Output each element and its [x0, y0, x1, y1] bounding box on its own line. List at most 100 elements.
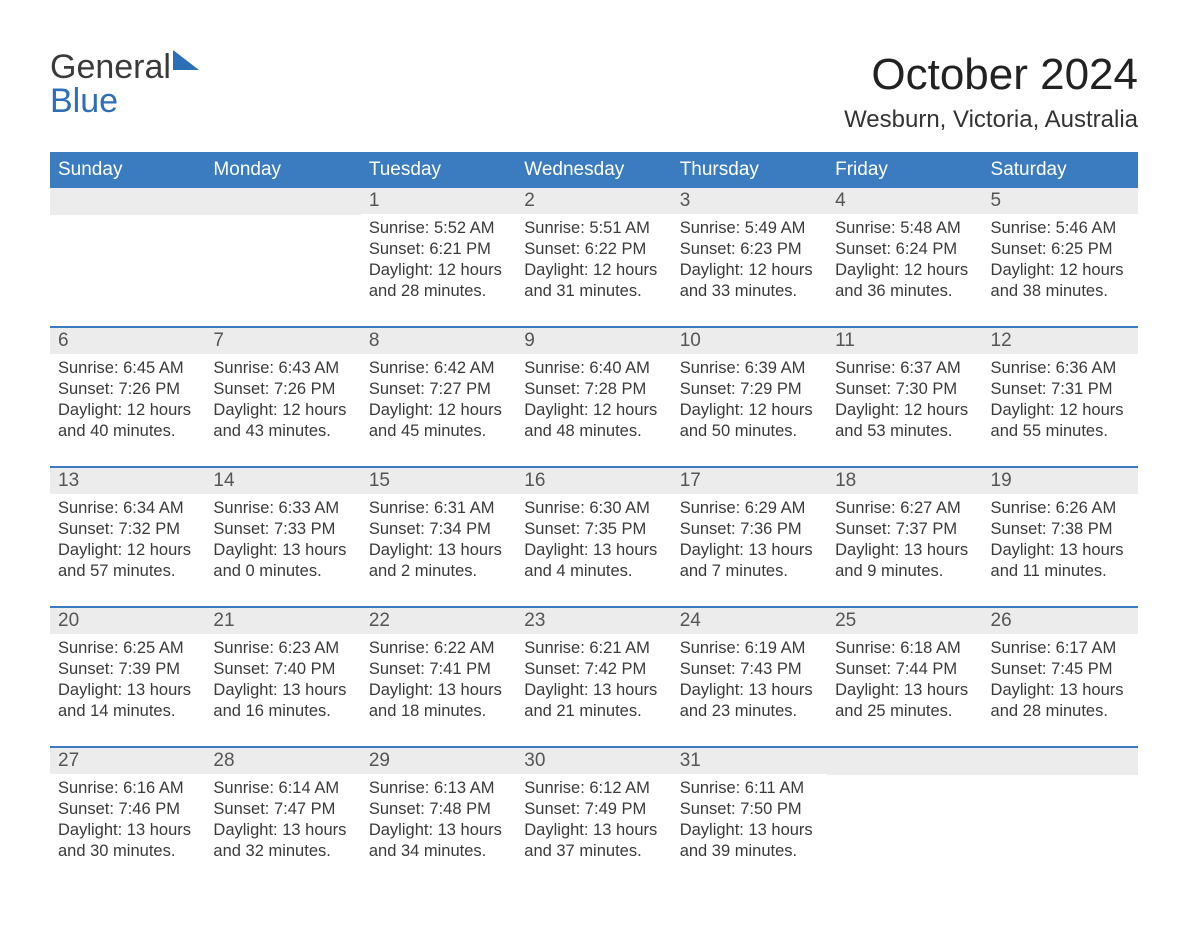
- day-data: Sunrise: 6:25 AMSunset: 7:39 PMDaylight:…: [50, 634, 205, 722]
- sunset-line: Sunset: 7:31 PM: [991, 379, 1130, 400]
- calendar-cell: 7Sunrise: 6:43 AMSunset: 7:26 PMDaylight…: [205, 328, 360, 466]
- day-data: Sunrise: 5:51 AMSunset: 6:22 PMDaylight:…: [516, 214, 671, 302]
- calendar-cell: 4Sunrise: 5:48 AMSunset: 6:24 PMDaylight…: [827, 188, 982, 326]
- day-number: [205, 188, 360, 215]
- sunset-line: Sunset: 7:26 PM: [213, 379, 352, 400]
- day-data: Sunrise: 6:11 AMSunset: 7:50 PMDaylight:…: [672, 774, 827, 862]
- calendar-cell: 22Sunrise: 6:22 AMSunset: 7:41 PMDayligh…: [361, 608, 516, 746]
- daylight-line: Daylight: 13 hours and 18 minutes.: [369, 680, 508, 722]
- daylight-line: Daylight: 13 hours and 37 minutes.: [524, 820, 663, 862]
- calendar-cell: 12Sunrise: 6:36 AMSunset: 7:31 PMDayligh…: [983, 328, 1138, 466]
- daylight-line: Daylight: 13 hours and 0 minutes.: [213, 540, 352, 582]
- logo-text-blue: Blue: [50, 82, 118, 120]
- daylight-line: Daylight: 13 hours and 16 minutes.: [213, 680, 352, 722]
- day-data: Sunrise: 6:34 AMSunset: 7:32 PMDaylight:…: [50, 494, 205, 582]
- sunrise-line: Sunrise: 6:19 AM: [680, 638, 819, 659]
- daylight-line: Daylight: 12 hours and 40 minutes.: [58, 400, 197, 442]
- day-number: 27: [50, 748, 205, 774]
- calendar-cell: 8Sunrise: 6:42 AMSunset: 7:27 PMDaylight…: [361, 328, 516, 466]
- sunset-line: Sunset: 7:33 PM: [213, 519, 352, 540]
- weekday-header: Wednesday: [516, 152, 671, 188]
- sunrise-line: Sunrise: 6:22 AM: [369, 638, 508, 659]
- day-number: 15: [361, 468, 516, 494]
- sunset-line: Sunset: 7:42 PM: [524, 659, 663, 680]
- calendar-cell: 15Sunrise: 6:31 AMSunset: 7:34 PMDayligh…: [361, 468, 516, 606]
- daylight-line: Daylight: 13 hours and 34 minutes.: [369, 820, 508, 862]
- sunset-line: Sunset: 7:46 PM: [58, 799, 197, 820]
- sunset-line: Sunset: 7:39 PM: [58, 659, 197, 680]
- sunrise-line: Sunrise: 6:37 AM: [835, 358, 974, 379]
- calendar-cell: 5Sunrise: 5:46 AMSunset: 6:25 PMDaylight…: [983, 188, 1138, 326]
- calendar-week: 6Sunrise: 6:45 AMSunset: 7:26 PMDaylight…: [50, 326, 1138, 466]
- calendar-week: 27Sunrise: 6:16 AMSunset: 7:46 PMDayligh…: [50, 746, 1138, 886]
- daylight-line: Daylight: 13 hours and 9 minutes.: [835, 540, 974, 582]
- sunrise-line: Sunrise: 6:40 AM: [524, 358, 663, 379]
- sunrise-line: Sunrise: 6:39 AM: [680, 358, 819, 379]
- day-number: 20: [50, 608, 205, 634]
- day-data: Sunrise: 6:26 AMSunset: 7:38 PMDaylight:…: [983, 494, 1138, 582]
- day-number: 10: [672, 328, 827, 354]
- calendar-cell: 29Sunrise: 6:13 AMSunset: 7:48 PMDayligh…: [361, 748, 516, 886]
- sunset-line: Sunset: 7:49 PM: [524, 799, 663, 820]
- calendar-cell: 14Sunrise: 6:33 AMSunset: 7:33 PMDayligh…: [205, 468, 360, 606]
- day-number: 26: [983, 608, 1138, 634]
- sunset-line: Sunset: 7:48 PM: [369, 799, 508, 820]
- sunset-line: Sunset: 7:38 PM: [991, 519, 1130, 540]
- daylight-line: Daylight: 12 hours and 45 minutes.: [369, 400, 508, 442]
- daylight-line: Daylight: 13 hours and 11 minutes.: [991, 540, 1130, 582]
- sunrise-line: Sunrise: 6:26 AM: [991, 498, 1130, 519]
- calendar-cell: 21Sunrise: 6:23 AMSunset: 7:40 PMDayligh…: [205, 608, 360, 746]
- daylight-line: Daylight: 13 hours and 4 minutes.: [524, 540, 663, 582]
- day-data: Sunrise: 6:23 AMSunset: 7:40 PMDaylight:…: [205, 634, 360, 722]
- day-data: Sunrise: 6:29 AMSunset: 7:36 PMDaylight:…: [672, 494, 827, 582]
- sunset-line: Sunset: 7:36 PM: [680, 519, 819, 540]
- day-number: 11: [827, 328, 982, 354]
- page-subtitle: Wesburn, Victoria, Australia: [844, 106, 1138, 134]
- weeks-container: 1Sunrise: 5:52 AMSunset: 6:21 PMDaylight…: [50, 188, 1138, 886]
- sunrise-line: Sunrise: 5:52 AM: [369, 218, 508, 239]
- daylight-line: Daylight: 13 hours and 28 minutes.: [991, 680, 1130, 722]
- calendar-cell: 11Sunrise: 6:37 AMSunset: 7:30 PMDayligh…: [827, 328, 982, 466]
- calendar-cell: 26Sunrise: 6:17 AMSunset: 7:45 PMDayligh…: [983, 608, 1138, 746]
- sunrise-line: Sunrise: 6:27 AM: [835, 498, 974, 519]
- day-number: 14: [205, 468, 360, 494]
- calendar-cell: 20Sunrise: 6:25 AMSunset: 7:39 PMDayligh…: [50, 608, 205, 746]
- sunrise-line: Sunrise: 6:11 AM: [680, 778, 819, 799]
- day-number: 16: [516, 468, 671, 494]
- day-data: Sunrise: 6:14 AMSunset: 7:47 PMDaylight:…: [205, 774, 360, 862]
- sunset-line: Sunset: 7:35 PM: [524, 519, 663, 540]
- day-number: 25: [827, 608, 982, 634]
- day-number: 17: [672, 468, 827, 494]
- sunrise-line: Sunrise: 6:18 AM: [835, 638, 974, 659]
- daylight-line: Daylight: 12 hours and 55 minutes.: [991, 400, 1130, 442]
- brand-logo: General Blue: [50, 50, 199, 118]
- day-number: 8: [361, 328, 516, 354]
- title-block: October 2024 Wesburn, Victoria, Australi…: [844, 50, 1138, 134]
- daylight-line: Daylight: 13 hours and 32 minutes.: [213, 820, 352, 862]
- sunset-line: Sunset: 7:26 PM: [58, 379, 197, 400]
- day-number: 4: [827, 188, 982, 214]
- sunrise-line: Sunrise: 6:42 AM: [369, 358, 508, 379]
- day-number: 13: [50, 468, 205, 494]
- daylight-line: Daylight: 12 hours and 38 minutes.: [991, 260, 1130, 302]
- day-number: 9: [516, 328, 671, 354]
- sunrise-line: Sunrise: 6:36 AM: [991, 358, 1130, 379]
- day-number: 28: [205, 748, 360, 774]
- sunset-line: Sunset: 6:21 PM: [369, 239, 508, 260]
- calendar-cell: 19Sunrise: 6:26 AMSunset: 7:38 PMDayligh…: [983, 468, 1138, 606]
- daylight-line: Daylight: 12 hours and 57 minutes.: [58, 540, 197, 582]
- sunrise-line: Sunrise: 6:13 AM: [369, 778, 508, 799]
- day-data: Sunrise: 6:37 AMSunset: 7:30 PMDaylight:…: [827, 354, 982, 442]
- weekday-header: Saturday: [983, 152, 1138, 188]
- calendar-cell: [827, 748, 982, 886]
- sunrise-line: Sunrise: 6:25 AM: [58, 638, 197, 659]
- weekday-header: Tuesday: [361, 152, 516, 188]
- day-data: Sunrise: 6:13 AMSunset: 7:48 PMDaylight:…: [361, 774, 516, 862]
- calendar-week: 1Sunrise: 5:52 AMSunset: 6:21 PMDaylight…: [50, 188, 1138, 326]
- calendar-cell: 10Sunrise: 6:39 AMSunset: 7:29 PMDayligh…: [672, 328, 827, 466]
- day-data: Sunrise: 6:40 AMSunset: 7:28 PMDaylight:…: [516, 354, 671, 442]
- day-data: Sunrise: 6:21 AMSunset: 7:42 PMDaylight:…: [516, 634, 671, 722]
- day-data: Sunrise: 6:22 AMSunset: 7:41 PMDaylight:…: [361, 634, 516, 722]
- daylight-line: Daylight: 12 hours and 33 minutes.: [680, 260, 819, 302]
- calendar-cell: 23Sunrise: 6:21 AMSunset: 7:42 PMDayligh…: [516, 608, 671, 746]
